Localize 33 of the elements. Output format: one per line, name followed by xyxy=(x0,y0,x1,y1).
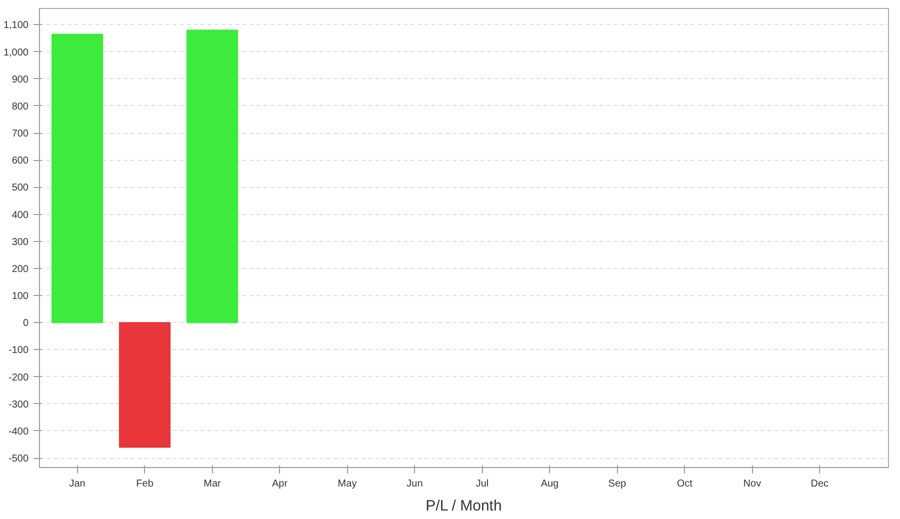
x-tick-label: Jul xyxy=(476,478,489,490)
y-tick-label: -400 xyxy=(8,426,29,438)
bar xyxy=(118,322,171,448)
x-axis-title: P/L / Month xyxy=(426,498,502,514)
y-tick-label: 100 xyxy=(12,291,29,302)
x-tick-label: Dec xyxy=(810,478,829,490)
y-tick-label: 700 xyxy=(12,128,29,140)
y-tick-label: -500 xyxy=(8,454,29,465)
x-tick-label: Jun xyxy=(406,478,423,490)
x-tick-label: Mar xyxy=(204,478,222,490)
y-tick-label: -100 xyxy=(8,345,29,356)
y-tick-label: 600 xyxy=(12,156,29,167)
y-tick-label: 500 xyxy=(12,182,29,194)
y-tick-label: 300 xyxy=(12,236,29,248)
x-tick-label: Oct xyxy=(676,478,693,490)
y-tick-label: 900 xyxy=(12,74,29,86)
x-tick-label: Feb xyxy=(136,478,154,490)
y-tick-label: 1,100 xyxy=(3,20,29,32)
x-tick-label: Nov xyxy=(743,478,762,490)
bar xyxy=(186,30,238,324)
y-tick-label: -200 xyxy=(8,372,29,384)
x-tick-label: May xyxy=(338,478,357,490)
x-tick-label: Sep xyxy=(608,478,627,490)
x-tick-label: Apr xyxy=(272,478,288,490)
y-tick-label: 800 xyxy=(12,101,29,112)
x-tick-label: Aug xyxy=(540,478,559,490)
y-tick-label: 400 xyxy=(12,210,29,221)
bar xyxy=(51,34,104,324)
x-tick-label: Jan xyxy=(69,478,86,490)
y-tick-label: 0 xyxy=(22,318,29,330)
y-tick-label: 1,000 xyxy=(3,47,29,58)
y-tick-label: -300 xyxy=(8,399,29,410)
y-tick-label: 200 xyxy=(12,264,29,275)
